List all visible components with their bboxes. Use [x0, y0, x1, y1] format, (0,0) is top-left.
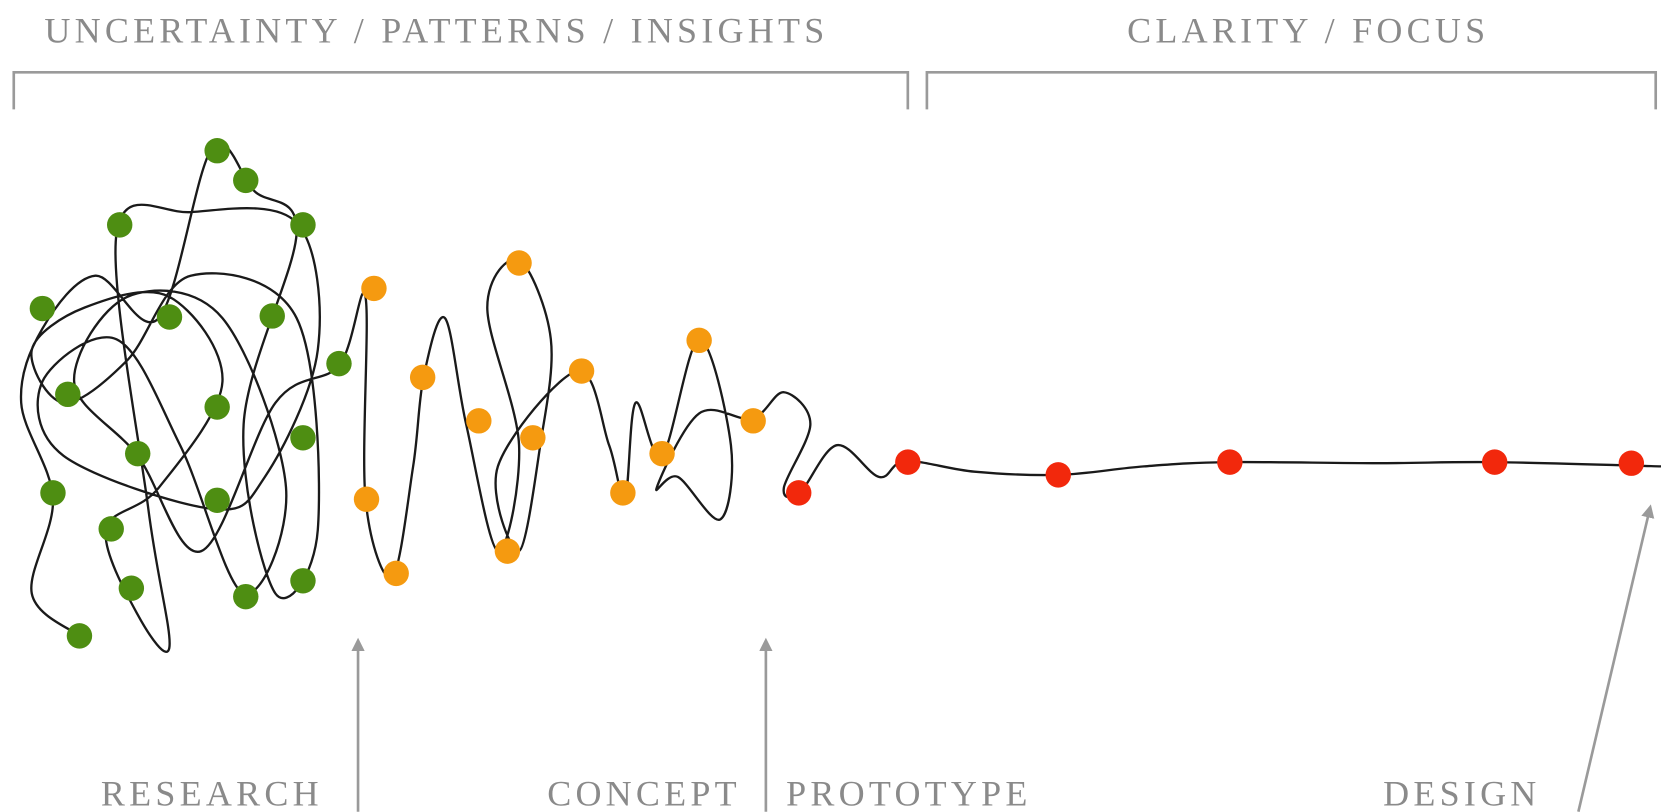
dot: [409, 364, 436, 391]
dot: [118, 575, 145, 601]
squiggle-line: [19, 142, 1661, 653]
dots: [29, 137, 1645, 649]
dot: [353, 486, 380, 512]
phase-label: PROTOTYPE: [786, 773, 1032, 812]
dot: [1045, 462, 1071, 488]
dot: [494, 538, 521, 564]
dot: [383, 560, 409, 587]
dot: [290, 568, 316, 594]
dot: [568, 358, 595, 384]
dot: [1618, 450, 1645, 476]
dot: [106, 212, 133, 238]
bracket-right: [925, 70, 1658, 110]
dot: [233, 167, 259, 194]
dot: [204, 137, 230, 164]
dot: [40, 480, 66, 506]
dot: [98, 516, 124, 542]
dot: [361, 275, 387, 302]
dot: [466, 408, 492, 434]
dot: [326, 350, 352, 377]
dot: [233, 583, 259, 610]
squiggle: [19, 142, 1661, 653]
dot: [740, 408, 766, 434]
dot: [259, 303, 285, 329]
dot: [610, 480, 636, 506]
header-right: CLARITY / FOCUS: [1127, 11, 1489, 51]
dot: [686, 327, 712, 354]
dot: [29, 295, 56, 322]
dot: [786, 480, 812, 506]
dot: [506, 250, 532, 276]
phase-label: DESIGN: [1383, 773, 1540, 812]
dot: [895, 449, 921, 475]
header-left: UNCERTAINTY / PATTERNS / INSIGHTS: [44, 11, 828, 51]
dot: [290, 425, 316, 451]
dot: [156, 304, 183, 330]
dot: [55, 381, 81, 408]
dot: [1217, 449, 1243, 475]
phase-label: CONCEPT: [547, 773, 741, 812]
dot: [204, 487, 230, 513]
dot: [204, 394, 230, 420]
dot: [124, 440, 151, 467]
dot: [1481, 449, 1508, 475]
pointer-design: [1577, 504, 1655, 812]
dot: [66, 623, 93, 649]
dot: [520, 425, 546, 451]
dot: [290, 212, 316, 238]
phase-label: RESEARCH: [101, 773, 323, 812]
bracket-left: [12, 70, 910, 110]
dot: [649, 440, 675, 467]
